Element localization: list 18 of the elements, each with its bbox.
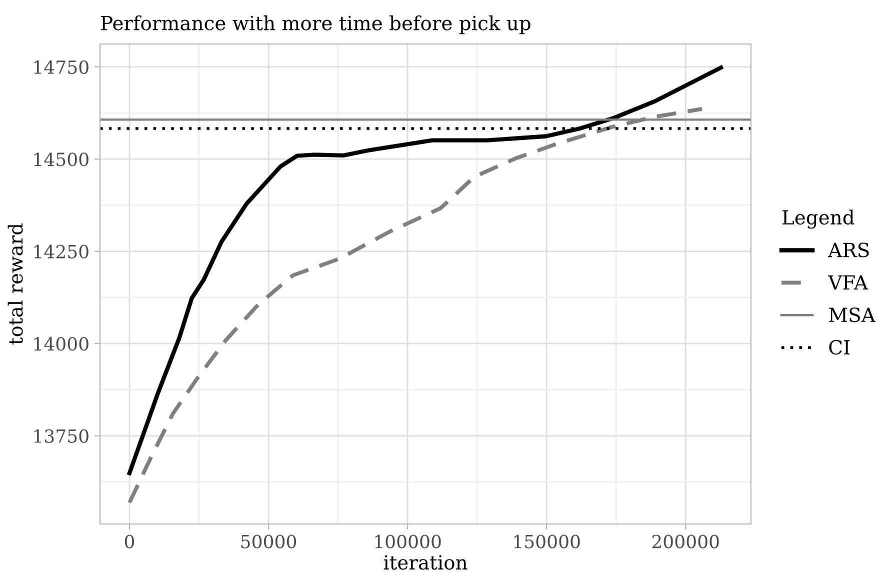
x-tick-label: 150000 bbox=[514, 534, 580, 548]
x-tick-label: 200000 bbox=[652, 534, 719, 548]
legend-label: MSA bbox=[829, 308, 876, 322]
chart-title: Performance with more time before pick up bbox=[101, 15, 530, 34]
legend-label: VFA bbox=[828, 275, 868, 290]
y-tick-label: 14500 bbox=[34, 152, 88, 166]
x-tick-label: 100000 bbox=[375, 534, 441, 548]
legend-label: ARS bbox=[828, 242, 869, 258]
y-tick-label: 14250 bbox=[34, 244, 88, 258]
x-tick-label: 50000 bbox=[241, 534, 296, 548]
legend-title: Legend bbox=[782, 210, 854, 229]
y-tick-label: 14750 bbox=[34, 60, 88, 74]
y-axis-title: total reward bbox=[8, 224, 23, 344]
x-axis-title: iteration bbox=[384, 555, 468, 570]
x-tick-label: 0 bbox=[124, 534, 134, 548]
y-tick-label: 14000 bbox=[34, 337, 88, 351]
y-tick-label: 13750 bbox=[34, 429, 88, 443]
legend-label: CI bbox=[829, 340, 850, 355]
